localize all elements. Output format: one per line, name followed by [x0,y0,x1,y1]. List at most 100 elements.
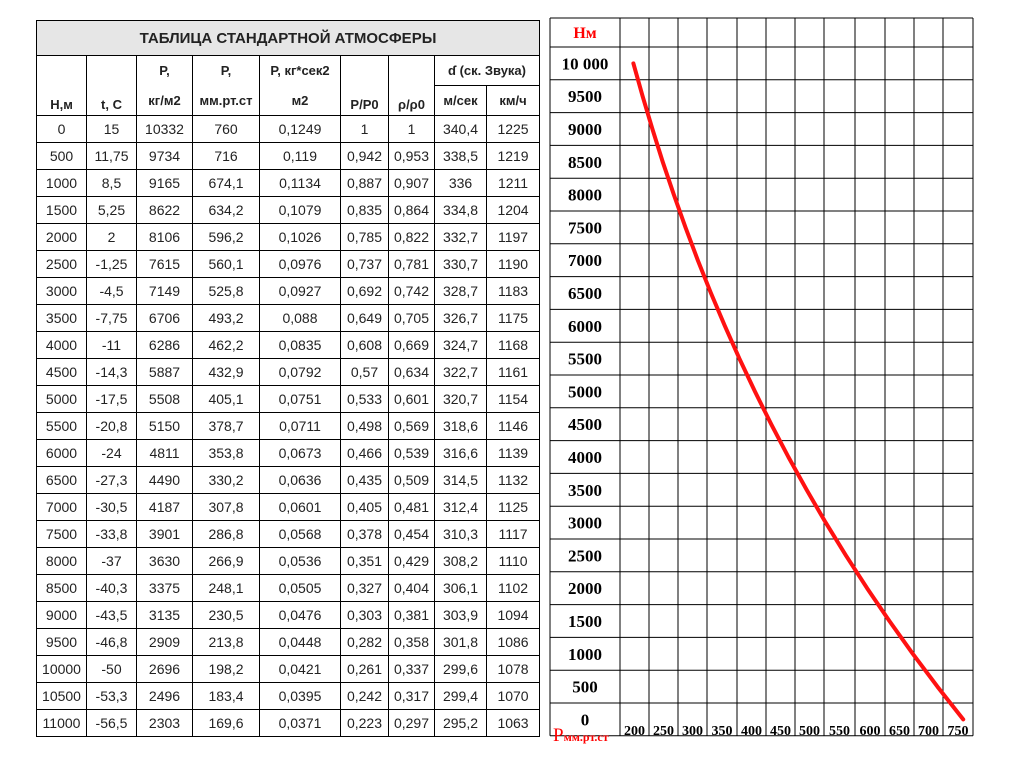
table-row: 11000 -56,5 2303 169,6 0,0371 0,223 0,297 295,2… [36,709,541,737]
y-tick-label: 500 [572,678,598,697]
y-tick-label: 2500 [568,546,602,565]
table-cell: 1063 [485,709,541,737]
y-tick-label: 3500 [568,481,602,500]
table-cell: 3630 [136,547,193,575]
table-row: 7000 -30,5 4187 307,8 0,0601 0,405 0,481 312,4 1… [36,493,541,521]
table-row: 3500 -7,75 6706 493,2 0,088 0,649 0,705 326,7 11… [36,304,541,332]
y-tick-label: 5000 [568,382,602,401]
table-cell: -20,8 [86,412,137,440]
table-row: 1000 8,5 9165 674,1 0,1134 0,887 0,907 336 1211 [36,169,541,197]
table-cell: 1117 [485,520,541,548]
table-cell: 634,2 [192,196,260,224]
x-tick-label: 750 [948,724,969,739]
table-cell: 0,737 [340,250,389,278]
col-header-sound-kmh: км/ч [485,85,541,116]
table-cell: 4000 [36,331,87,359]
table-cell: 0,649 [340,304,389,332]
table-cell: 0,454 [388,520,435,548]
table-cell: 10332 [136,115,193,143]
y-tick-label: 0 [581,710,590,729]
col-header-temp: t, С [86,55,137,116]
table-cell: 2500 [36,250,87,278]
table-cell: 6000 [36,439,87,467]
table-cell: 0,692 [340,277,389,305]
y-tick-label: 10 000 [562,54,609,73]
table-title: ТАБЛИЦА СТАНДАРТНОЙ АТМОСФЕРЫ [35,20,541,56]
x-axis-label: Рмм.рт.ст [553,725,609,746]
table-cell: 1086 [485,628,541,656]
table-cell: 0,358 [388,628,435,656]
table-cell: -33,8 [86,520,137,548]
table-cell: 0,381 [388,601,435,629]
y-tick-label: 6000 [568,317,602,336]
table-row: 10500 -53,3 2496 183,4 0,0395 0,242 0,317 299,4… [36,682,541,710]
table-cell: 1183 [485,277,541,305]
table-cell: 5000 [36,385,87,413]
table-cell: 0,303 [340,601,389,629]
table-cell: 760 [192,115,260,143]
x-tick-label: 600 [860,724,881,739]
table-row: 5000 -17,5 5508 405,1 0,0751 0,533 0,601 320,7 1… [36,385,541,413]
table-cell: -11 [86,331,137,359]
y-tick-label: 4500 [568,415,602,434]
table-cell: 0,0505 [259,574,341,602]
table-cell: 336 [434,169,487,197]
y-tick-label: 6500 [568,284,602,303]
table-cell: 0,533 [340,385,389,413]
table-row: 7500 -33,8 3901 286,8 0,0568 0,378 0,454 310,3 1… [36,520,541,548]
table-cell: 1197 [485,223,541,251]
x-tick-label: 350 [712,724,733,739]
y-tick-label: 8000 [568,186,602,205]
table-cell: 0,539 [388,439,435,467]
col-header-pressure-kg-top: Р, [136,55,193,86]
x-tick-label: 300 [682,724,703,739]
table-row: 9000 -43,5 3135 230,5 0,0476 0,303 0,381 303,9 1… [36,601,541,629]
table-cell: 318,6 [434,412,487,440]
table-cell: 307,8 [192,493,260,521]
table-row: 9500 -46,8 2909 213,8 0,0448 0,282 0,358 301,8 1… [36,628,541,656]
table-cell: 7615 [136,250,193,278]
table-cell: 0,1134 [259,169,341,197]
table-cell: 0,569 [388,412,435,440]
table-cell: 0,223 [340,709,389,737]
table-cell: 230,5 [192,601,260,629]
table-row: 0 15 10332 760 0,1249 1 1 340,4 1225 [36,115,541,143]
table-cell: 314,5 [434,466,487,494]
y-axis-label: Нм [573,25,596,42]
table-cell: 1078 [485,655,541,683]
table-cell: 301,8 [434,628,487,656]
table-cell: 525,8 [192,277,260,305]
table-cell: 0,405 [340,493,389,521]
table-cell: 0,0448 [259,628,341,656]
table-cell: 10000 [36,655,87,683]
table-cell: 8500 [36,574,87,602]
table-cell: 0,0371 [259,709,341,737]
table-cell: 326,7 [434,304,487,332]
table-cell: 0,088 [259,304,341,332]
x-tick-label: 650 [889,724,910,739]
table-cell: 0,0711 [259,412,341,440]
table-cell: 9500 [36,628,87,656]
y-tick-label: 1000 [568,645,602,664]
table-cell: 3135 [136,601,193,629]
table-cell: -50 [86,655,137,683]
table-cell: -17,5 [86,385,137,413]
table-cell: 213,8 [192,628,260,656]
table-cell: 9000 [36,601,87,629]
table-cell: -4,5 [86,277,137,305]
table-cell: 6706 [136,304,193,332]
table-cell: -1,25 [86,250,137,278]
table-cell: 0,0421 [259,655,341,683]
table-cell: 0,498 [340,412,389,440]
table-cell: 1146 [485,412,541,440]
table-cell: 4490 [136,466,193,494]
table-cell: 0,282 [340,628,389,656]
col-header-pressure-ratio: Р/Р0 [340,55,389,116]
table-cell: 1102 [485,574,541,602]
x-tick-label: 400 [741,724,762,739]
col-header-density-unit: м2 [259,85,341,116]
table-row: 10000 -50 2696 198,2 0,0421 0,261 0,337 299,6 10… [36,655,541,683]
col-header-height: Н,м [36,55,87,116]
table-cell: 306,1 [434,574,487,602]
